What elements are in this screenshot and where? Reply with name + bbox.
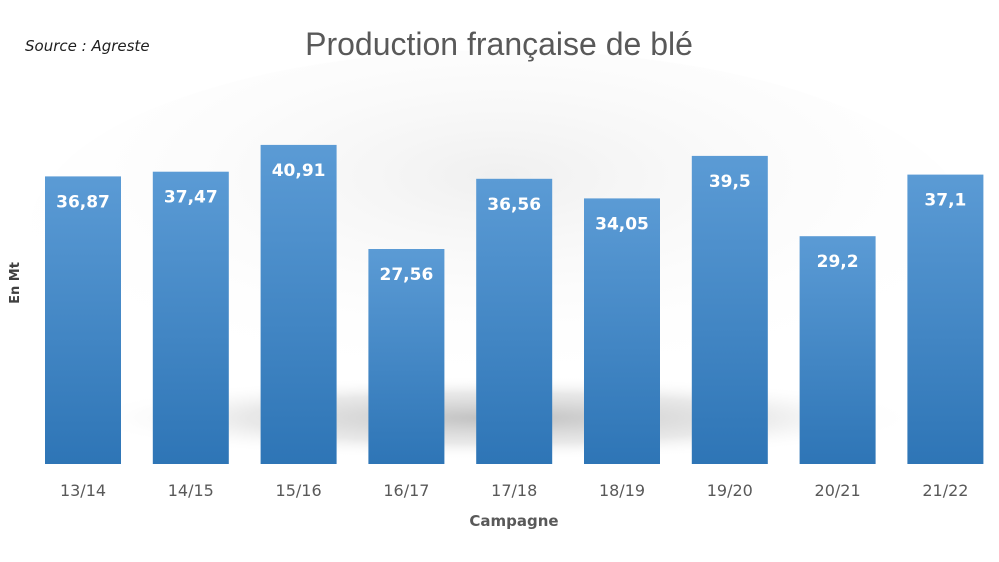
bar-13-14 [45, 176, 121, 464]
source-note: Source : Agreste [25, 37, 150, 55]
plot-area: 36,87 13/14 37,47 14/15 40,91 15/16 27,56 16/17… [45, 144, 984, 500]
bar-18-19 [584, 198, 660, 464]
bar-14-15 [152, 171, 229, 464]
x-tick-label: 17/18 [491, 481, 537, 500]
x-tick-label: 14/15 [168, 481, 214, 500]
x-tick-label: 13/14 [60, 481, 106, 500]
bar-16-17 [368, 249, 445, 464]
bar-15-16 [260, 144, 337, 464]
data-label: 39,5 [709, 172, 751, 192]
y-axis-label: En Mt [8, 262, 23, 304]
data-label: 36,87 [56, 192, 110, 212]
bar-19-20 [691, 155, 768, 464]
bar-17-18 [476, 178, 553, 465]
bar-20-21 [799, 236, 876, 464]
x-tick-label: 19/20 [707, 481, 753, 500]
data-label: 40,91 [272, 161, 326, 181]
x-tick-label: 20/21 [815, 481, 861, 500]
x-tick-label: 16/17 [383, 481, 429, 500]
bar-21-22 [907, 174, 984, 464]
data-label: 29,2 [817, 252, 859, 272]
x-tick-label: 15/16 [276, 481, 322, 500]
data-label: 37,1 [924, 191, 966, 211]
data-label: 36,56 [487, 195, 541, 215]
data-label: 27,56 [380, 265, 434, 285]
x-axis-label: Campagne [469, 512, 558, 530]
data-label: 37,47 [164, 188, 218, 208]
x-tick-label: 18/19 [599, 481, 645, 500]
chart-title: Production française de blé [305, 26, 693, 62]
data-label: 34,05 [595, 214, 649, 234]
x-tick-label: 21/22 [922, 481, 968, 500]
